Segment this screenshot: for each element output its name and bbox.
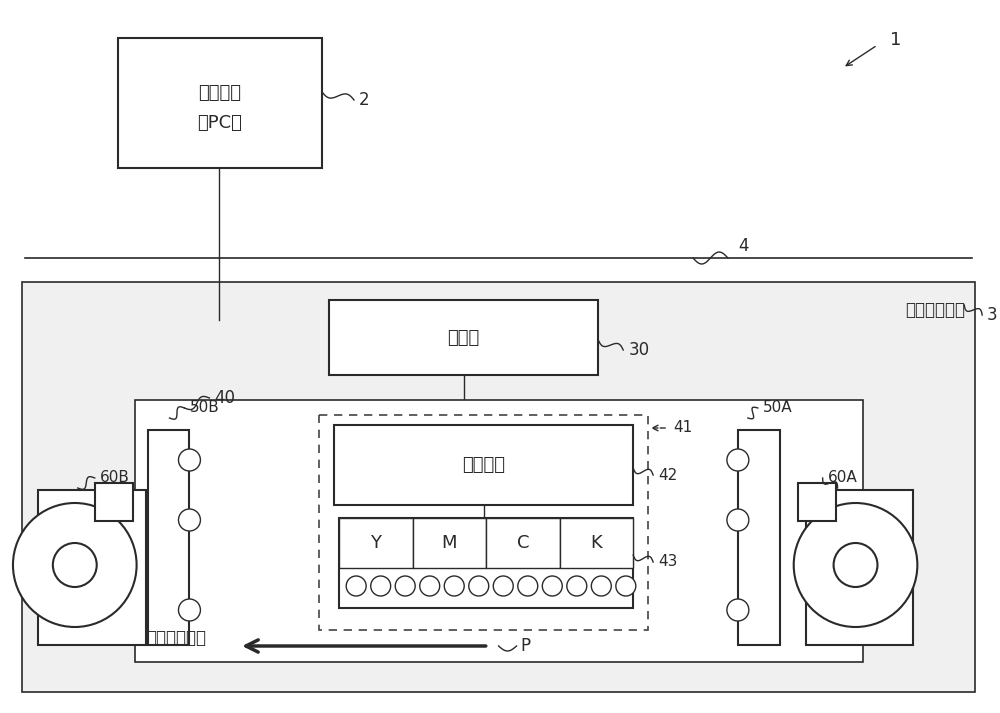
Circle shape: [518, 576, 538, 596]
Text: P: P: [520, 637, 531, 655]
Circle shape: [794, 503, 917, 627]
Bar: [738, 430, 780, 645]
Text: 2: 2: [359, 91, 370, 109]
Circle shape: [727, 449, 749, 471]
Text: （PC）: （PC）: [197, 114, 242, 132]
Bar: [118, 38, 322, 168]
Text: 3: 3: [987, 306, 998, 324]
Text: 图像形成装置: 图像形成装置: [905, 301, 965, 319]
Circle shape: [371, 576, 391, 596]
Circle shape: [834, 543, 877, 587]
Circle shape: [591, 576, 611, 596]
Circle shape: [616, 576, 636, 596]
Bar: [339, 518, 413, 568]
Text: 主机终端: 主机终端: [198, 84, 241, 102]
Text: 60A: 60A: [828, 471, 857, 486]
Bar: [38, 490, 146, 645]
Text: 30: 30: [628, 341, 649, 359]
Bar: [95, 483, 133, 521]
Bar: [560, 518, 633, 568]
Bar: [334, 425, 633, 505]
Text: 41: 41: [673, 421, 692, 436]
Text: 1: 1: [890, 31, 902, 49]
Circle shape: [727, 509, 749, 531]
Circle shape: [542, 576, 562, 596]
Circle shape: [13, 503, 137, 627]
Bar: [22, 282, 975, 692]
Bar: [806, 490, 913, 645]
Text: 42: 42: [658, 468, 677, 483]
Text: 头驱动器: 头驱动器: [462, 456, 505, 474]
Text: 图像形成单元: 图像形成单元: [147, 629, 207, 647]
Bar: [413, 518, 486, 568]
Text: 43: 43: [658, 555, 677, 570]
Bar: [135, 400, 863, 662]
Text: 控制器: 控制器: [448, 329, 480, 347]
Circle shape: [53, 543, 97, 587]
Bar: [319, 415, 648, 630]
Bar: [329, 300, 598, 375]
Text: 50B: 50B: [189, 401, 219, 416]
Bar: [798, 483, 836, 521]
Circle shape: [178, 599, 200, 621]
Bar: [486, 518, 560, 568]
Circle shape: [727, 599, 749, 621]
Circle shape: [395, 576, 415, 596]
Bar: [339, 518, 633, 608]
Text: C: C: [517, 534, 529, 552]
Circle shape: [444, 576, 464, 596]
Circle shape: [567, 576, 587, 596]
Text: K: K: [591, 534, 602, 552]
Circle shape: [493, 576, 513, 596]
Circle shape: [178, 449, 200, 471]
Circle shape: [346, 576, 366, 596]
Text: Y: Y: [370, 534, 381, 552]
Circle shape: [469, 576, 489, 596]
Text: 40: 40: [214, 389, 235, 407]
Text: 4: 4: [738, 237, 748, 255]
Text: 50A: 50A: [763, 401, 792, 416]
Bar: [148, 430, 189, 645]
Text: 60B: 60B: [100, 471, 130, 486]
Circle shape: [178, 509, 200, 531]
Text: M: M: [442, 534, 457, 552]
Circle shape: [420, 576, 440, 596]
